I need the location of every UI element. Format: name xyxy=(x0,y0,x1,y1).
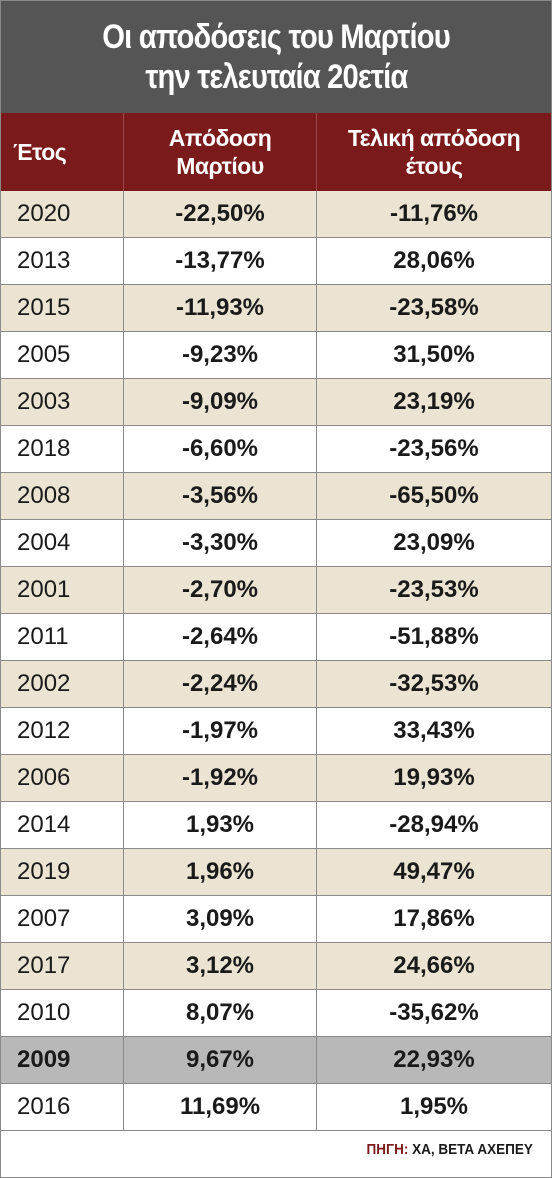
cell-final-return: 28,06% xyxy=(393,247,475,274)
cell-march-return: -3,56% xyxy=(124,473,317,519)
cell-year: 2020 xyxy=(1,191,124,237)
table-row: 2014 1,93% -28,94% xyxy=(1,802,551,849)
source-label: ΠΗΓΗ: xyxy=(366,1141,409,1158)
table-row: 2010 8,07% -35,62% xyxy=(1,990,551,1037)
title-line-1: Οι αποδόσεις του Μαρτίου xyxy=(102,18,450,56)
cell-final-return: -23,56% xyxy=(389,435,479,462)
cell-final-return: 31,50% xyxy=(393,341,475,368)
table-row: 2020 -22,50% -11,76% xyxy=(1,191,551,238)
table-row: 2003 -9,09% 23,19% xyxy=(1,379,551,426)
source-text: ΧΑ, ΒΕΤΑ ΑΧΕΠΕΥ xyxy=(412,1141,533,1158)
source-note: ΠΗΓΗ: ΧΑ, ΒΕΤΑ ΑΧΕΠΕΥ xyxy=(367,1141,533,1158)
table-row: 2007 3,09% 17,86% xyxy=(1,896,551,943)
table-row: 2001 -2,70% -23,53% xyxy=(1,567,551,614)
cell-march-return: 1,93% xyxy=(124,802,317,848)
table-row: 2019 1,96% 49,47% xyxy=(1,849,551,896)
cell-final-return: 17,86% xyxy=(393,905,475,932)
cell-year: 2019 xyxy=(1,849,124,895)
table-row: 2012 -1,97% 33,43% xyxy=(1,708,551,755)
table-row: 2004 -3,30% 23,09% xyxy=(1,520,551,567)
cell-march-return: -2,64% xyxy=(124,614,317,660)
cell-year: 2005 xyxy=(1,332,124,378)
cell-march-return: 11,69% xyxy=(124,1084,317,1130)
table-row: 2005 -9,23% 31,50% xyxy=(1,332,551,379)
cell-march-return: -9,09% xyxy=(124,379,317,425)
cell-final-return: 19,93% xyxy=(393,764,475,791)
cell-final-return: -23,58% xyxy=(389,294,479,321)
cell-final-return: -23,53% xyxy=(389,576,479,603)
header-final-line-1: Τελική απόδοση xyxy=(347,125,521,151)
cell-march-return: -9,23% xyxy=(124,332,317,378)
table-row: 2008 -3,56% -65,50% xyxy=(1,473,551,520)
cell-year: 2003 xyxy=(1,379,124,425)
cell-year: 2017 xyxy=(1,943,124,989)
header-march-line-1: Απόδοση xyxy=(168,125,272,151)
table-row: 2016 11,69% 1,95% xyxy=(1,1084,551,1131)
cell-year: 2006 xyxy=(1,755,124,801)
cell-final-return: 23,19% xyxy=(393,388,475,415)
cell-year: 2012 xyxy=(1,708,124,754)
table-title: Οι αποδόσεις του Μαρτίου την τελευταία 2… xyxy=(1,1,551,113)
header-march-return: Απόδοση Μαρτίου xyxy=(124,113,317,191)
table-row: 2013 -13,77% 28,06% xyxy=(1,238,551,285)
header-year: Έτος xyxy=(1,113,124,191)
table-row: 2011 -2,64% -51,88% xyxy=(1,614,551,661)
cell-year: 2001 xyxy=(1,567,124,613)
cell-year: 2013 xyxy=(1,238,124,284)
header-final-return: Τελική απόδοση έτους xyxy=(317,113,551,191)
cell-march-return: 3,12% xyxy=(124,943,317,989)
table-row: 2006 -1,92% 19,93% xyxy=(1,755,551,802)
cell-march-return: -1,92% xyxy=(124,755,317,801)
cell-march-return: 1,96% xyxy=(124,849,317,895)
cell-final-return: 24,66% xyxy=(393,952,475,979)
cell-march-return: -2,70% xyxy=(124,567,317,613)
cell-march-return: -11,93% xyxy=(124,285,317,331)
cell-march-return: -13,77% xyxy=(124,238,317,284)
table-row: 2015 -11,93% -23,58% xyxy=(1,285,551,332)
cell-year: 2004 xyxy=(1,520,124,566)
cell-year: 2015 xyxy=(1,285,124,331)
cell-year: 2018 xyxy=(1,426,124,472)
cell-final-return: -35,62% xyxy=(389,999,479,1026)
cell-final-return: 22,93% xyxy=(393,1046,475,1073)
cell-year: 2016 xyxy=(1,1084,124,1130)
cell-march-return: -2,24% xyxy=(124,661,317,707)
cell-final-return: -65,50% xyxy=(389,482,479,509)
cell-year: 2009 xyxy=(1,1037,124,1083)
cell-march-return: 9,67% xyxy=(124,1037,317,1083)
cell-year: 2010 xyxy=(1,990,124,1036)
cell-final-return: -28,94% xyxy=(389,811,479,838)
header-year-label: Έτος xyxy=(13,139,67,165)
table-header: Έτος Απόδοση Μαρτίου Τελική απόδοση έτου… xyxy=(1,113,551,191)
table-row: 2009 9,67% 22,93% xyxy=(1,1037,551,1084)
header-final-line-2: έτους xyxy=(405,153,463,179)
cell-final-return: 1,95% xyxy=(399,1093,469,1120)
cell-final-return: -11,76% xyxy=(389,200,479,227)
cell-year: 2007 xyxy=(1,896,124,942)
table-row: 2002 -2,24% -32,53% xyxy=(1,661,551,708)
cell-march-return: -1,97% xyxy=(124,708,317,754)
cell-march-return: -22,50% xyxy=(124,191,317,237)
cell-year: 2002 xyxy=(1,661,124,707)
cell-march-return: 3,09% xyxy=(124,896,317,942)
cell-year: 2011 xyxy=(1,614,124,660)
cell-final-return: 23,09% xyxy=(393,529,475,556)
table-row: 2017 3,12% 24,66% xyxy=(1,943,551,990)
cell-final-return: -32,53% xyxy=(389,670,479,697)
cell-final-return: 33,43% xyxy=(393,717,475,744)
table-body: 2020 -22,50% -11,76% 2013 -13,77% 28,06% 2015-… xyxy=(1,191,551,1131)
cell-march-return: -3,30% xyxy=(124,520,317,566)
title-line-2: την τελευταία 20ετία xyxy=(144,58,408,96)
cell-year: 2008 xyxy=(1,473,124,519)
cell-final-return: 49,47% xyxy=(393,858,475,885)
header-march-line-2: Μαρτίου xyxy=(176,153,264,179)
cell-march-return: -6,60% xyxy=(124,426,317,472)
cell-final-return: -51,88% xyxy=(389,623,479,650)
cell-year: 2014 xyxy=(1,802,124,848)
cell-march-return: 8,07% xyxy=(124,990,317,1036)
table-row: 2018 -6,60% -23,56% xyxy=(1,426,551,473)
